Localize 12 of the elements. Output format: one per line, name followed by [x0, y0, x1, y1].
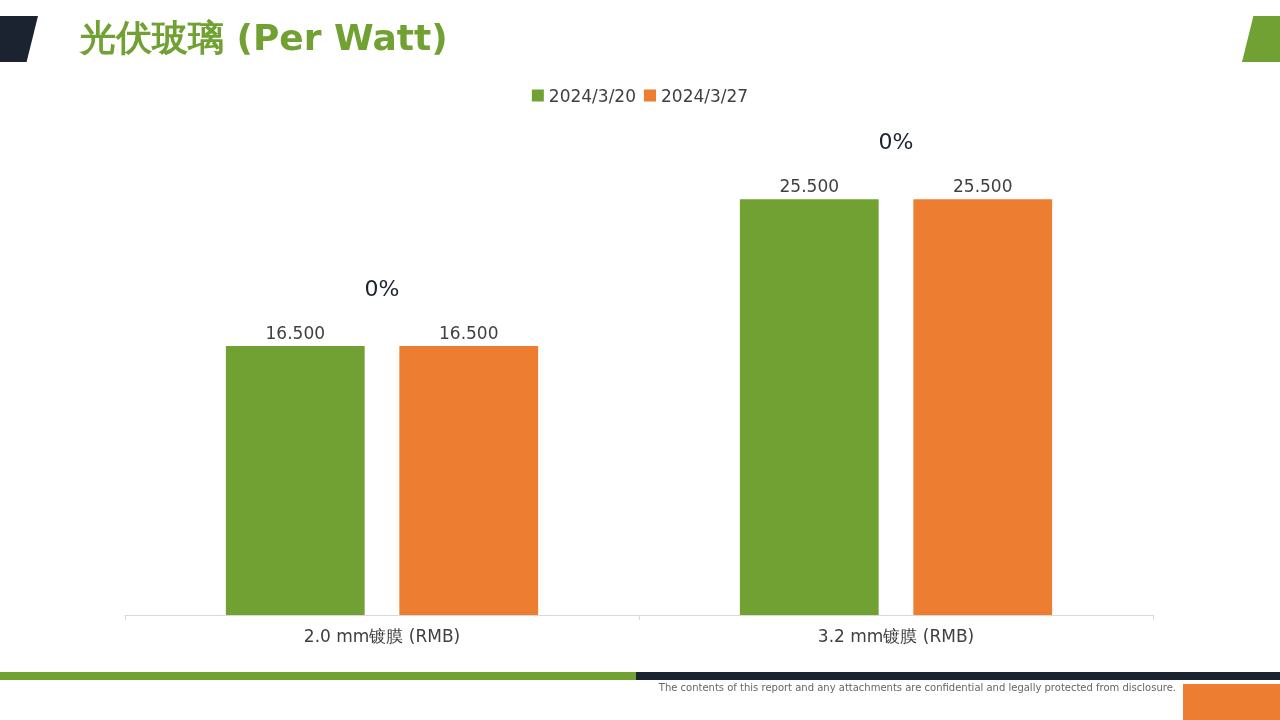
x-tick-label: 3.2 mm镀膜 (RMB)	[817, 625, 975, 646]
data-label: 16.500	[265, 322, 325, 343]
legend-label: 2024/3/20	[548, 85, 637, 106]
annotation: 0%	[364, 275, 400, 301]
x-tick-label: 2.0 mm镀膜 (RMB)	[303, 625, 461, 646]
chart-title: 光伏玻璃 (Per Watt)	[80, 16, 448, 60]
legend-label: 2024/3/27	[661, 85, 749, 106]
data-label: 25.500	[953, 175, 1013, 196]
text: 0%	[878, 128, 914, 154]
data-label: 16.500	[439, 322, 499, 343]
data-label: 25.500	[779, 175, 839, 196]
text: The contents of this report and any attachments are confidential and legally protected from disclosure.	[658, 682, 1176, 693]
